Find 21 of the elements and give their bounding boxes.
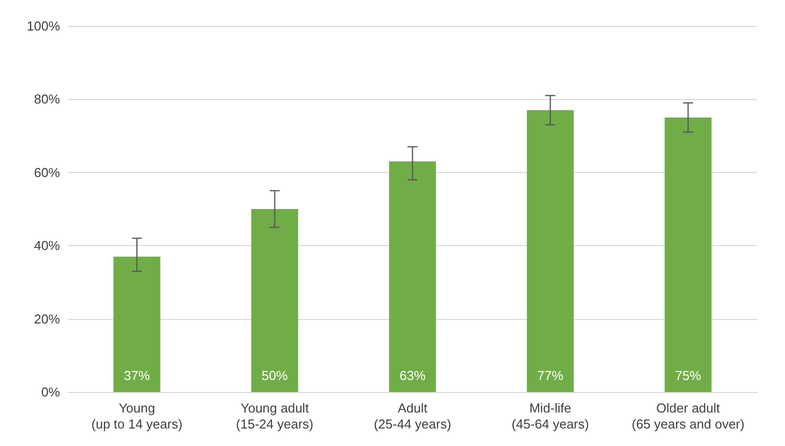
- x-tick-label: Adult (25-44 years): [374, 400, 452, 432]
- x-tick-label: Mid-life (45-64 years): [512, 400, 589, 432]
- y-tick-label: 0%: [41, 384, 60, 400]
- y-tick-label: 60%: [34, 164, 60, 180]
- data-label: 37%: [124, 368, 150, 383]
- data-label: 77%: [537, 368, 564, 383]
- y-tick-label: 20%: [34, 311, 60, 326]
- bar: [526, 110, 574, 392]
- bar: [251, 209, 298, 392]
- y-tick-label: 40%: [34, 238, 60, 254]
- data-label: 63%: [399, 368, 426, 383]
- data-label: 75%: [675, 368, 702, 383]
- bar: [113, 256, 160, 392]
- y-tick-label: 100%: [26, 18, 60, 34]
- data-label: 50%: [262, 368, 288, 383]
- bar: [389, 161, 436, 392]
- x-tick-label: Young (up to 14 years): [91, 400, 182, 432]
- y-tick-label: 80%: [34, 92, 60, 107]
- x-tick-label: Young adult (15-24 years): [236, 400, 314, 432]
- x-tick-label: Older adult (65 years and over): [632, 400, 744, 432]
- bar: [664, 118, 712, 392]
